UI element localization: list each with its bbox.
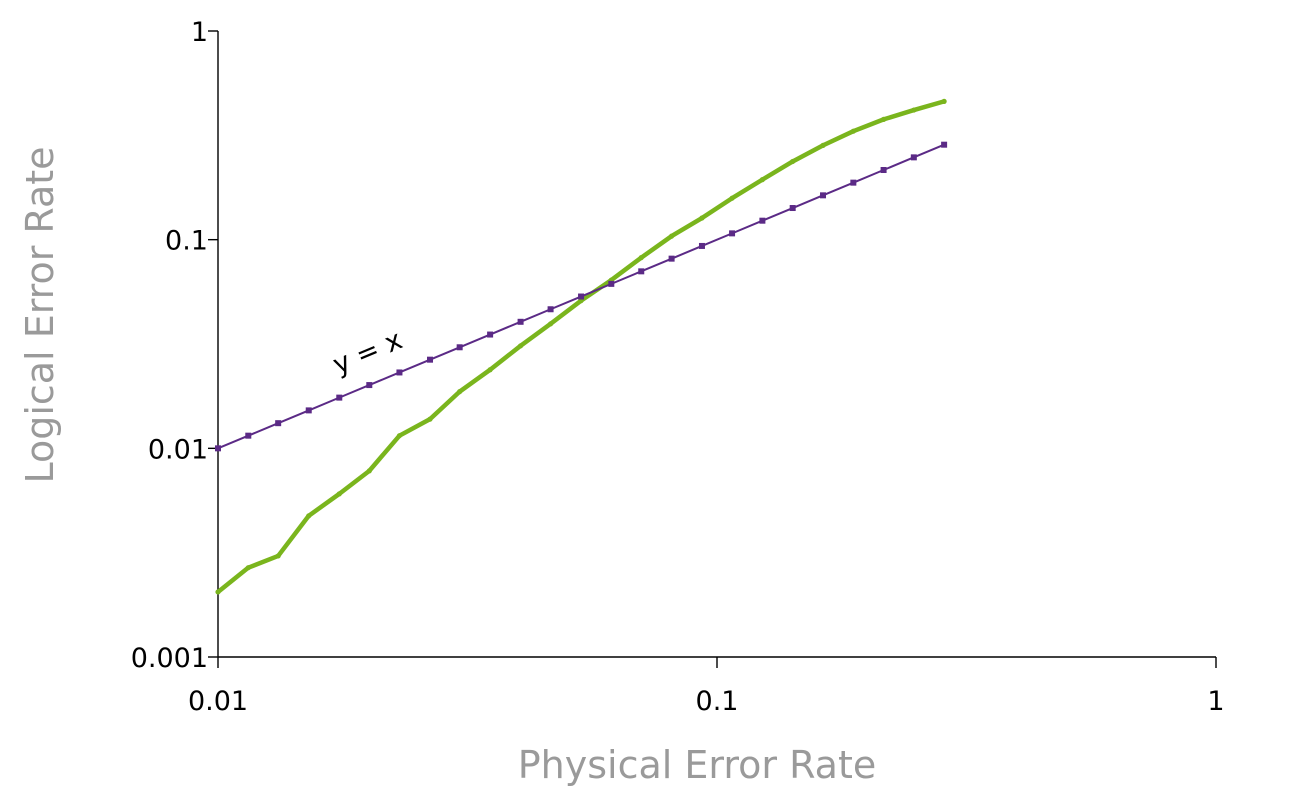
series-1-point-21 [850, 179, 857, 186]
y-axis-title: Logical Error Rate [18, 146, 62, 483]
series-0-point-14 [638, 255, 644, 261]
series-0-point-11 [547, 321, 554, 327]
series-1-point-5 [366, 382, 373, 389]
annotations: y = x [329, 325, 407, 381]
series-0-point-2 [275, 553, 281, 559]
series-0-point-3 [306, 513, 312, 519]
x-tick-label-0: 0.01 [188, 686, 248, 717]
series-1-point-16 [698, 242, 705, 249]
y-tick-label-3: 1 [191, 17, 208, 48]
series-1-point-4 [336, 394, 343, 401]
series-1-point-2 [275, 420, 282, 427]
series-0-point-15 [669, 233, 675, 239]
series-1-point-24 [941, 141, 948, 148]
series-1-point-6 [396, 369, 403, 376]
series-0-point-17 [729, 195, 735, 201]
series-1-point-18 [759, 217, 766, 224]
series-1 [215, 141, 948, 452]
y-tick-label-0: 0.001 [131, 643, 208, 674]
series-0-point-21 [850, 128, 856, 134]
series-0-point-5 [366, 468, 372, 474]
series-0-point-18 [759, 177, 765, 183]
series-1-point-13 [608, 280, 615, 287]
series-0-point-8 [457, 389, 463, 395]
series-1-point-15 [668, 255, 675, 262]
series-1-point-9 [487, 331, 494, 338]
x-tick-label-1: 0.1 [696, 686, 739, 717]
series-1-point-10 [517, 318, 524, 325]
annotation-0: y = x [329, 325, 407, 381]
series-0-point-19 [790, 158, 796, 165]
series-1-point-14 [638, 268, 645, 275]
series-0-point-10 [517, 343, 524, 349]
series-0-point-24 [941, 98, 947, 104]
series-1-point-11 [547, 306, 554, 313]
series-1-point-1 [245, 432, 252, 439]
series-1-point-22 [880, 167, 887, 174]
series-0-point-1 [245, 565, 251, 571]
series-1-point-19 [789, 205, 796, 212]
series-0-line [215, 99, 947, 595]
series-1-point-7 [427, 356, 434, 363]
x-axis-title: Physical Error Rate [518, 743, 877, 787]
series-0-point-20 [820, 142, 826, 148]
series-0-point-16 [699, 215, 705, 221]
series-1-point-3 [305, 407, 312, 414]
series-0-point-4 [336, 491, 342, 497]
series-1-point-8 [456, 344, 463, 351]
series-1-point-12 [578, 293, 585, 300]
series-0-point-22 [880, 116, 887, 123]
series-0-point-0 [215, 589, 221, 595]
series-1-point-17 [729, 230, 736, 237]
series-0-point-7 [427, 416, 433, 422]
series-1-point-0 [215, 445, 221, 452]
series-0-point-23 [911, 107, 917, 113]
y-tick-label-1: 0.01 [148, 434, 208, 465]
series-0-point-6 [396, 433, 403, 439]
series [215, 98, 948, 595]
x-tick-label-2: 1 [1207, 686, 1224, 717]
series-0-point-9 [487, 367, 493, 373]
y-tick-label-2: 0.1 [165, 226, 208, 257]
ticks: 0.001 0.01 0.1 1 0.01 0.1 1 [131, 17, 1225, 717]
series-1-point-20 [820, 192, 827, 199]
series-1-point-23 [910, 154, 917, 161]
series-0 [215, 98, 947, 595]
